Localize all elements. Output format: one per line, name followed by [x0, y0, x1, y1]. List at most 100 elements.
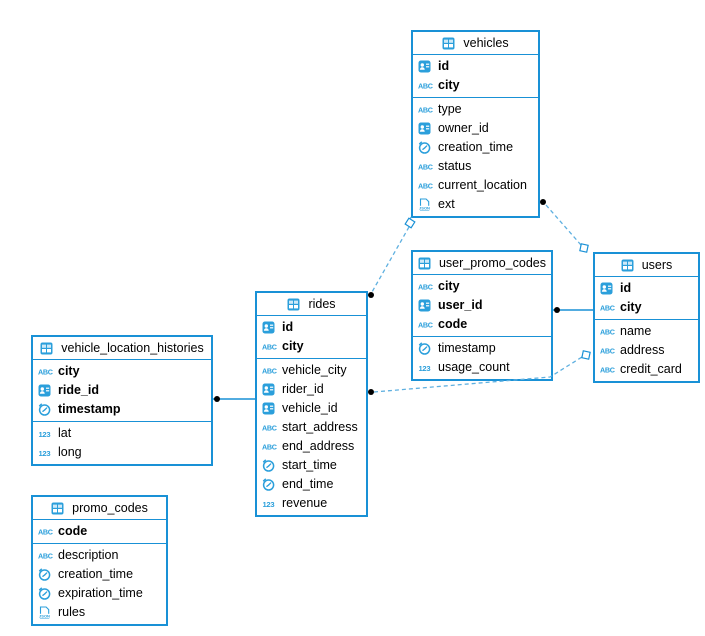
field-row-start_time[interactable]: start_time — [257, 456, 366, 475]
uuid-type-icon — [418, 299, 434, 312]
table-name: promo_codes — [72, 501, 148, 515]
field-row-revenue[interactable]: 123 revenue — [257, 494, 366, 513]
field-row-city[interactable]: ABC city — [413, 277, 551, 296]
field-row-lat[interactable]: 123 lat — [33, 424, 211, 443]
field-row-vehicle_city[interactable]: ABC vehicle_city — [257, 361, 366, 380]
text-type-icon: ABC — [418, 179, 434, 192]
primary-key-section: id ABC city — [257, 316, 366, 359]
field-row-code[interactable]: ABC code — [33, 522, 166, 541]
field-row-description[interactable]: ABC description — [33, 546, 166, 565]
text-type-icon: ABC — [418, 79, 434, 92]
table-user_promo_codes[interactable]: user_promo_codes ABC city user_id ABC code tim… — [411, 250, 553, 381]
timestamp-type-icon — [38, 403, 54, 416]
table-header[interactable]: vehicles — [413, 32, 538, 55]
svg-text:ABC: ABC — [600, 304, 615, 313]
table-rides[interactable]: rides id ABC city ABC vehicle_city rider_id veh… — [255, 291, 368, 517]
field-row-timestamp[interactable]: timestamp — [413, 339, 551, 358]
table-vehicles[interactable]: vehicles id ABC city ABC type owner_id creation… — [411, 30, 540, 218]
field-row-ext[interactable]: JSON ext — [413, 195, 538, 214]
field-label: lat — [58, 426, 72, 440]
field-label: address — [620, 343, 665, 357]
uuid-type-icon — [600, 282, 616, 295]
table-header[interactable]: vehicle_location_histories — [33, 337, 211, 360]
svg-text:ABC: ABC — [418, 163, 433, 172]
field-row-city[interactable]: ABC city — [595, 298, 698, 317]
field-row-expiration_time[interactable]: expiration_time — [33, 584, 166, 603]
field-row-id[interactable]: id — [595, 279, 698, 298]
text-type-icon: ABC — [600, 301, 616, 314]
field-row-user_id[interactable]: user_id — [413, 296, 551, 315]
field-label: creation_time — [58, 567, 134, 581]
field-row-city[interactable]: ABC city — [413, 76, 538, 95]
columns-section: 123 lat 123 long — [33, 422, 211, 464]
field-row-creation_time[interactable]: creation_time — [33, 565, 166, 584]
field-row-name[interactable]: ABC name — [595, 322, 698, 341]
field-row-rules[interactable]: JSON rules — [33, 603, 166, 622]
field-row-creation_time[interactable]: creation_time — [413, 138, 538, 157]
field-row-id[interactable]: id — [413, 57, 538, 76]
columns-section: ABC description creation_time expiration_ti… — [33, 544, 166, 624]
svg-text:ABC: ABC — [418, 321, 433, 330]
table-header[interactable]: rides — [257, 293, 366, 316]
table-users[interactable]: users id ABC city ABC name ABC address ABC credit… — [593, 252, 700, 383]
relation-end-square — [579, 243, 589, 253]
field-label: city — [620, 300, 642, 314]
text-type-icon: ABC — [262, 421, 278, 434]
svg-text:ABC: ABC — [262, 343, 277, 352]
field-label: start_time — [282, 458, 337, 472]
table-promo_codes[interactable]: promo_codes ABC code ABC description creation… — [31, 495, 168, 626]
field-label: description — [58, 548, 119, 562]
timestamp-type-icon — [418, 141, 434, 154]
field-row-rider_id[interactable]: rider_id — [257, 380, 366, 399]
uuid-type-icon — [418, 60, 434, 73]
text-type-icon: ABC — [262, 364, 278, 377]
uuid-type-icon — [262, 383, 278, 396]
field-row-credit_card[interactable]: ABC credit_card — [595, 360, 698, 379]
timestamp-type-icon — [38, 568, 54, 581]
field-row-city[interactable]: ABC city — [33, 362, 211, 381]
field-label: name — [620, 324, 652, 338]
field-label: id — [620, 281, 632, 295]
table-type-icon — [621, 259, 637, 272]
table-type-icon — [418, 257, 434, 270]
primary-key-section: id ABC city — [413, 55, 538, 98]
svg-text:ABC: ABC — [38, 528, 53, 537]
field-label: owner_id — [438, 121, 489, 135]
relation-rides-vehicle_location_histories[interactable] — [213, 396, 255, 402]
number-type-icon: 123 — [38, 446, 54, 459]
field-row-vehicle_id[interactable]: vehicle_id — [257, 399, 366, 418]
relation-rides-vehicles[interactable] — [368, 216, 416, 298]
uuid-type-icon — [262, 402, 278, 415]
table-header[interactable]: users — [595, 254, 698, 277]
field-row-owner_id[interactable]: owner_id — [413, 119, 538, 138]
text-type-icon: ABC — [418, 318, 434, 331]
table-header[interactable]: promo_codes — [33, 497, 166, 520]
field-row-id[interactable]: id — [257, 318, 366, 337]
field-row-status[interactable]: ABC status — [413, 157, 538, 176]
field-row-code[interactable]: ABC code — [413, 315, 551, 334]
text-type-icon: ABC — [38, 549, 54, 562]
field-row-start_address[interactable]: ABC start_address — [257, 418, 366, 437]
field-row-type[interactable]: ABC type — [413, 100, 538, 119]
field-row-end_address[interactable]: ABC end_address — [257, 437, 366, 456]
field-row-usage_count[interactable]: 123 usage_count — [413, 358, 551, 377]
svg-text:ABC: ABC — [600, 366, 615, 375]
field-row-current_location[interactable]: ABC current_location — [413, 176, 538, 195]
field-row-end_time[interactable]: end_time — [257, 475, 366, 494]
field-row-city[interactable]: ABC city — [257, 337, 366, 356]
relation-users-user_promo_codes[interactable] — [553, 307, 593, 313]
field-label: ext — [438, 197, 455, 211]
field-row-ride_id[interactable]: ride_id — [33, 381, 211, 400]
svg-text:ABC: ABC — [600, 347, 615, 356]
table-vehicle_location_histories[interactable]: vehicle_location_histories ABC city ride_id… — [31, 335, 213, 466]
field-row-long[interactable]: 123 long — [33, 443, 211, 462]
text-type-icon: ABC — [38, 525, 54, 538]
table-header[interactable]: user_promo_codes — [413, 252, 551, 275]
field-label: rules — [58, 605, 86, 619]
svg-text:123: 123 — [39, 430, 51, 439]
field-row-address[interactable]: ABC address — [595, 341, 698, 360]
relation-users-vehicles[interactable] — [540, 199, 589, 253]
field-row-timestamp[interactable]: timestamp — [33, 400, 211, 419]
text-type-icon: ABC — [600, 363, 616, 376]
uuid-type-icon — [38, 384, 54, 397]
